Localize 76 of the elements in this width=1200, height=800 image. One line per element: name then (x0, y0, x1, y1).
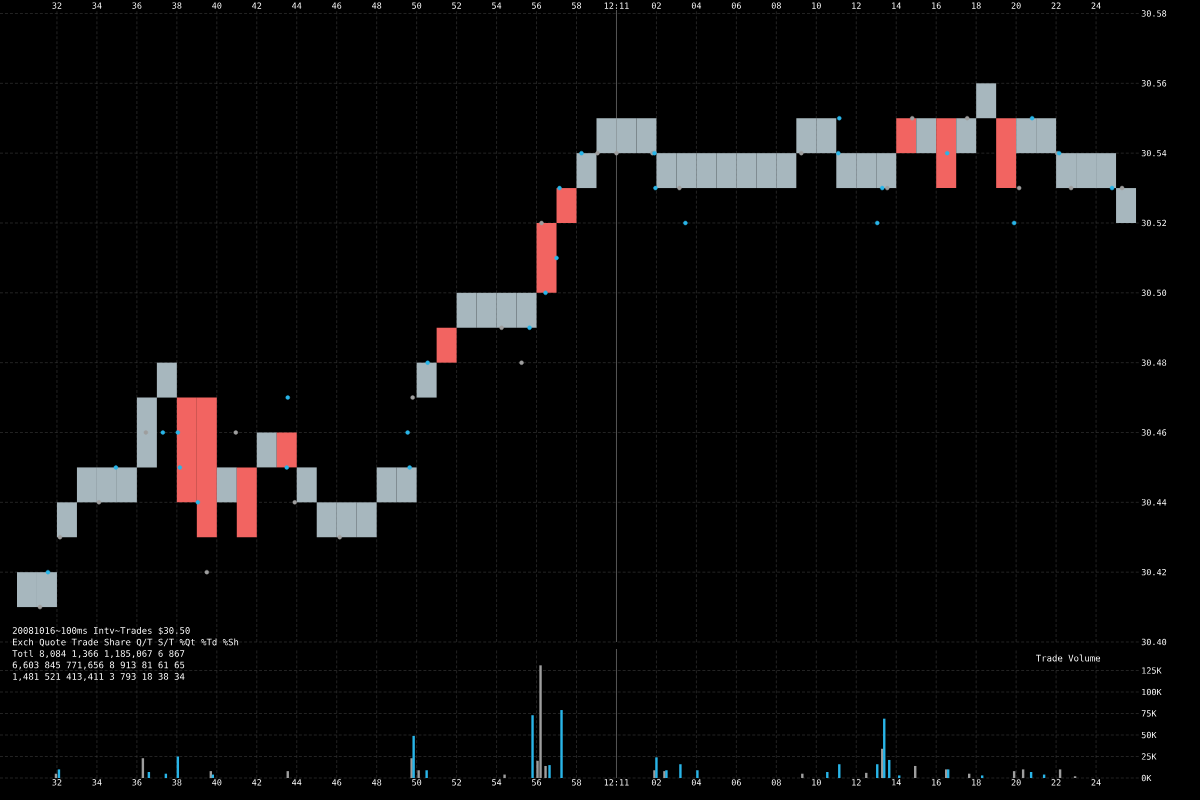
y-tick-label: 30.56 (1141, 80, 1167, 87)
x-tick-label: 08 (771, 779, 781, 786)
x-tick-label: 40 (212, 779, 222, 786)
x-tick-label: 52 (452, 779, 461, 786)
x-tick-label: 58 (572, 779, 582, 786)
x-tick-label: 34 (92, 779, 102, 786)
x-tick-label: 10 (812, 2, 821, 9)
x-tick-label: 58 (572, 2, 582, 9)
y-tick-label: 30.46 (1141, 429, 1167, 436)
y-tick-label: 30.58 (1141, 10, 1167, 17)
x-tick-label: 14 (892, 2, 901, 9)
x-tick-label: 04 (691, 779, 702, 786)
annotation: 6,603 845 771,656 8 913 81 61 65 (12, 661, 185, 670)
x-tick-label: 22 (1051, 2, 1061, 9)
x-tick-label: 34 (92, 2, 102, 9)
x-tick-label: 22 (1051, 779, 1061, 786)
x-tick-label: 46 (332, 779, 342, 786)
x-tick-label: 38 (172, 779, 182, 786)
y-tick-label: 30.48 (1141, 359, 1167, 366)
x-tick-label: 50 (412, 779, 422, 786)
y-tick-label: 50K (1141, 731, 1157, 739)
y-tick-label: 125K (1142, 667, 1162, 674)
x-tick-label: 42 (252, 2, 262, 9)
x-tick-label: 24 (1091, 779, 1101, 786)
x-tick-label: 02 (651, 2, 661, 9)
y-tick-label: 75K (1141, 710, 1157, 717)
annotation: 1,481 521 413,411 3 793 18 38 34 (13, 673, 185, 681)
x-tick-label: 16 (932, 779, 941, 786)
x-tick-label: 36 (132, 779, 142, 786)
x-tick-label: 54 (492, 779, 502, 786)
x-tick-label: 44 (292, 2, 302, 9)
y-tick-label: 30.44 (1141, 499, 1167, 506)
y-tick-label: 30.52 (1141, 219, 1166, 227)
x-tick-label: 18 (972, 2, 981, 9)
x-tick-label: 56 (532, 779, 542, 786)
x-tick-label: 12:11 (604, 2, 629, 9)
x-tick-label: 20 (1011, 779, 1021, 786)
x-tick-label: 06 (731, 779, 741, 786)
x-tick-label: 38 (172, 2, 182, 9)
x-tick-label: 12 (852, 2, 861, 9)
y-tick-label: 30.50 (1141, 289, 1167, 297)
x-tick-label: 46 (332, 2, 342, 9)
x-tick-label: 10 (812, 779, 821, 786)
x-tick-label: 56 (532, 2, 542, 9)
x-tick-label: 32 (52, 2, 62, 9)
x-tick-label: 36 (132, 2, 142, 9)
x-tick-label: 54 (492, 2, 502, 9)
x-tick-label: 02 (651, 779, 661, 786)
y-tick-label: 30.42 (1141, 568, 1166, 576)
x-tick-label: 42 (252, 779, 262, 786)
y-tick-label: 100K (1142, 688, 1162, 696)
x-tick-label: 48 (372, 779, 382, 786)
annotation: Exch Quote Trade Share Q/T S/T %Qt %Td %Sh (13, 638, 239, 647)
x-tick-label: 20 (1011, 2, 1021, 9)
annotation: Totl 8,084 1,366 1,185,067 6 867 (12, 649, 185, 659)
annotation: 20081016~100ms Intv~Trades $30.50 (12, 626, 190, 636)
text: Trade Volume (1036, 654, 1101, 662)
x-tick-label: 24 (1091, 2, 1101, 9)
x-tick-label: 50 (412, 2, 422, 9)
x-tick-label: 12:11 (604, 779, 629, 786)
y-tick-label: 30.54 (1141, 149, 1167, 157)
x-tick-label: 32 (52, 779, 62, 786)
x-tick-label: 08 (771, 2, 781, 9)
x-tick-label: 48 (372, 2, 382, 9)
x-tick-label: 18 (972, 779, 981, 786)
x-tick-label: 06 (731, 2, 741, 9)
x-tick-label: 52 (452, 2, 461, 9)
y-tick-label: 30.40 (1141, 638, 1167, 646)
x-tick-label: 44 (292, 779, 302, 786)
x-tick-label: 40 (212, 2, 222, 9)
y-tick-label: 25K (1141, 753, 1157, 760)
y-tick-label: 0K (1141, 774, 1152, 782)
x-tick-label: 04 (691, 2, 702, 9)
x-tick-label: 14 (892, 779, 901, 786)
x-tick-label: 16 (932, 2, 941, 9)
x-tick-label: 12 (852, 779, 861, 786)
